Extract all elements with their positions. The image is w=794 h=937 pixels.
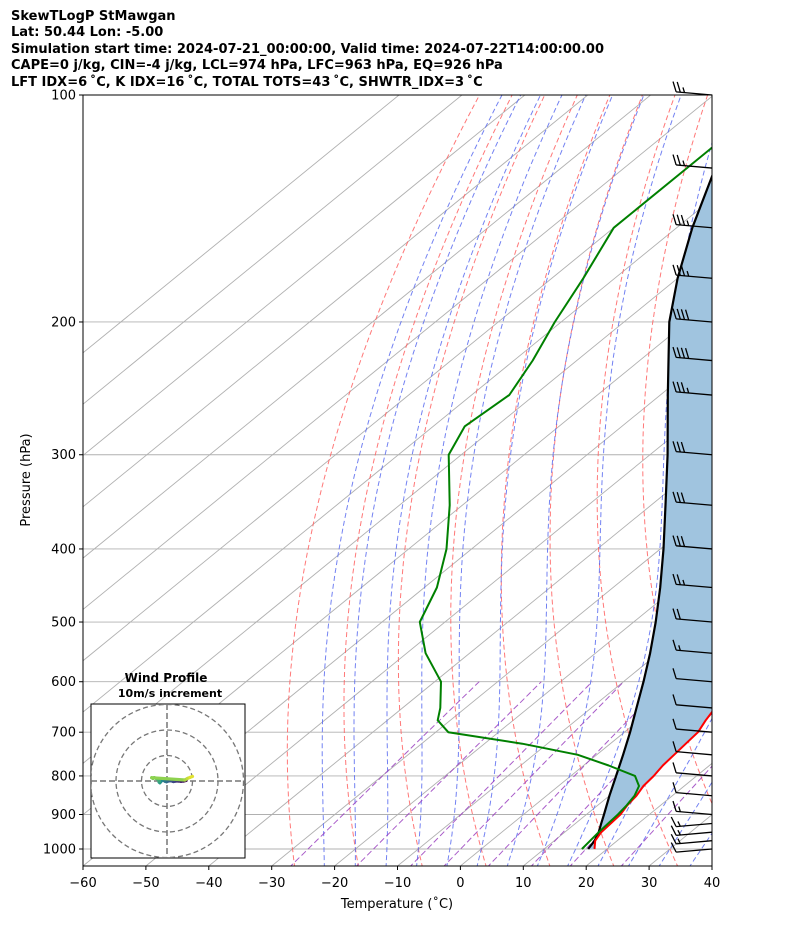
wind-barb [672,800,713,816]
parcel-profile-line [587,173,712,850]
moist-adiabat-line [385,95,542,866]
y-tick-label: 800 [51,769,76,784]
x-tick-label: −50 [132,876,159,891]
chart-title: SkewTLogP StMawgan [11,9,176,24]
isotherm-line [270,506,712,866]
wind-barb [672,81,713,96]
wind-barb [672,668,713,683]
isotherm-line [83,95,463,405]
wind-barb [672,214,713,229]
y-tick-label: 300 [51,448,76,463]
isotherm-line [145,403,712,866]
hodograph-segment [150,776,187,782]
dry-adiabat-line [771,95,794,868]
dry-adiabat-line [286,95,480,866]
wind-barb [672,154,713,169]
dry-adiabat-line [596,95,679,866]
wind-barb [672,694,713,709]
moist-adiabat-line [567,141,712,866]
hodograph-segment [188,774,195,780]
x-tick-label: 0 [456,876,464,891]
x-tick-label: 20 [578,876,595,891]
y-axis-label: Pressure (hPa) [19,433,34,526]
dry-adiabat-line [397,95,546,866]
wind-barb [672,782,713,797]
dry-adiabat-line [500,95,611,866]
isotherm-line [83,95,589,508]
dry-adiabat-line [343,95,513,866]
moist-adiabat-line [506,95,645,866]
wind-barb [672,264,713,279]
dry-adiabat-line [450,95,578,866]
stability-line: CAPE=0 j/kg, CIN=-4 j/kg, LCL=974 hPa, L… [11,58,503,74]
hodograph-title: Wind Profile [125,671,208,685]
wind-barb [672,308,713,323]
moist-adiabat-line [476,95,614,866]
wind-barb [672,381,713,396]
chart-header: SkewTLogP StMawgan Lat: 50.44 Lon: -5.00… [11,9,604,91]
moist-adiabat-line [353,95,522,866]
wind-barb [670,825,713,836]
y-tick-label: 1000 [43,843,76,858]
x-tick-label: −10 [384,876,411,891]
wind-barb [670,833,713,845]
wind-barb [672,718,713,733]
dry-adiabat-line [730,95,794,868]
x-tick-label: −20 [321,876,348,891]
moist-adiabat-line [446,95,587,866]
isotherm-line [83,95,526,457]
wind-barb [672,639,713,654]
isotherm-line [711,865,712,866]
x-tick-label: 40 [704,876,721,891]
x-axis-label: Temperature (˚C) [340,896,453,912]
y-tick-label: 600 [51,675,76,690]
wind-barb [672,491,713,506]
cin-cape-shading [588,176,712,849]
y-tick-label: 200 [51,315,76,330]
x-tick-label: −60 [69,876,96,891]
dry-adiabat-line [549,95,643,866]
location-line: Lat: 50.44 Lon: -5.00 [11,25,164,41]
wind-barb [672,441,713,456]
wind-barb [672,741,713,756]
y-tick-label: 100 [51,89,76,104]
wind-barb [672,346,713,362]
mixing-ratio-line [443,681,625,866]
moist-adiabat-line [751,88,794,868]
x-tick-label: 10 [515,876,532,891]
y-tick-label: 900 [51,808,76,823]
isotherm-line [83,95,712,611]
mixing-ratio-line [355,681,542,866]
wind-barb [672,535,713,550]
moist-adiabat-line [416,95,563,866]
y-tick-label: 400 [51,542,76,557]
x-tick-label: −40 [195,876,222,891]
mixing-ratio-line [487,681,666,866]
y-tick-label: 700 [51,726,76,741]
hodograph-ring [91,704,245,858]
moist-adiabat-line [719,88,794,868]
hodograph-subtitle: 10m/s increment [118,687,222,700]
wind-barb [670,816,713,828]
x-tick-label: 30 [641,876,658,891]
isotherm-line [459,660,712,866]
wind-barb [672,608,713,623]
time-line: Simulation start time: 2024-07-21_00:00:… [11,41,604,57]
isotherm-line [396,608,712,866]
wind-barb [672,762,713,777]
x-tick-label: −30 [258,876,285,891]
moist-adiabat-line [536,95,682,866]
indices-line: LFT IDX=6 ˚C, K IDX=16 ˚C, TOTAL TOTS=43… [11,74,483,90]
isotherm-line [83,95,400,354]
mixing-ratio-line [620,765,712,866]
wind-barb [670,842,713,853]
moist-adiabat-line [321,95,503,866]
y-tick-label: 500 [51,616,76,631]
isotherm-line [83,95,652,559]
dewpoint-profile-line [418,146,712,850]
mixing-ratio-line [409,681,593,866]
wind-barb [672,573,713,589]
